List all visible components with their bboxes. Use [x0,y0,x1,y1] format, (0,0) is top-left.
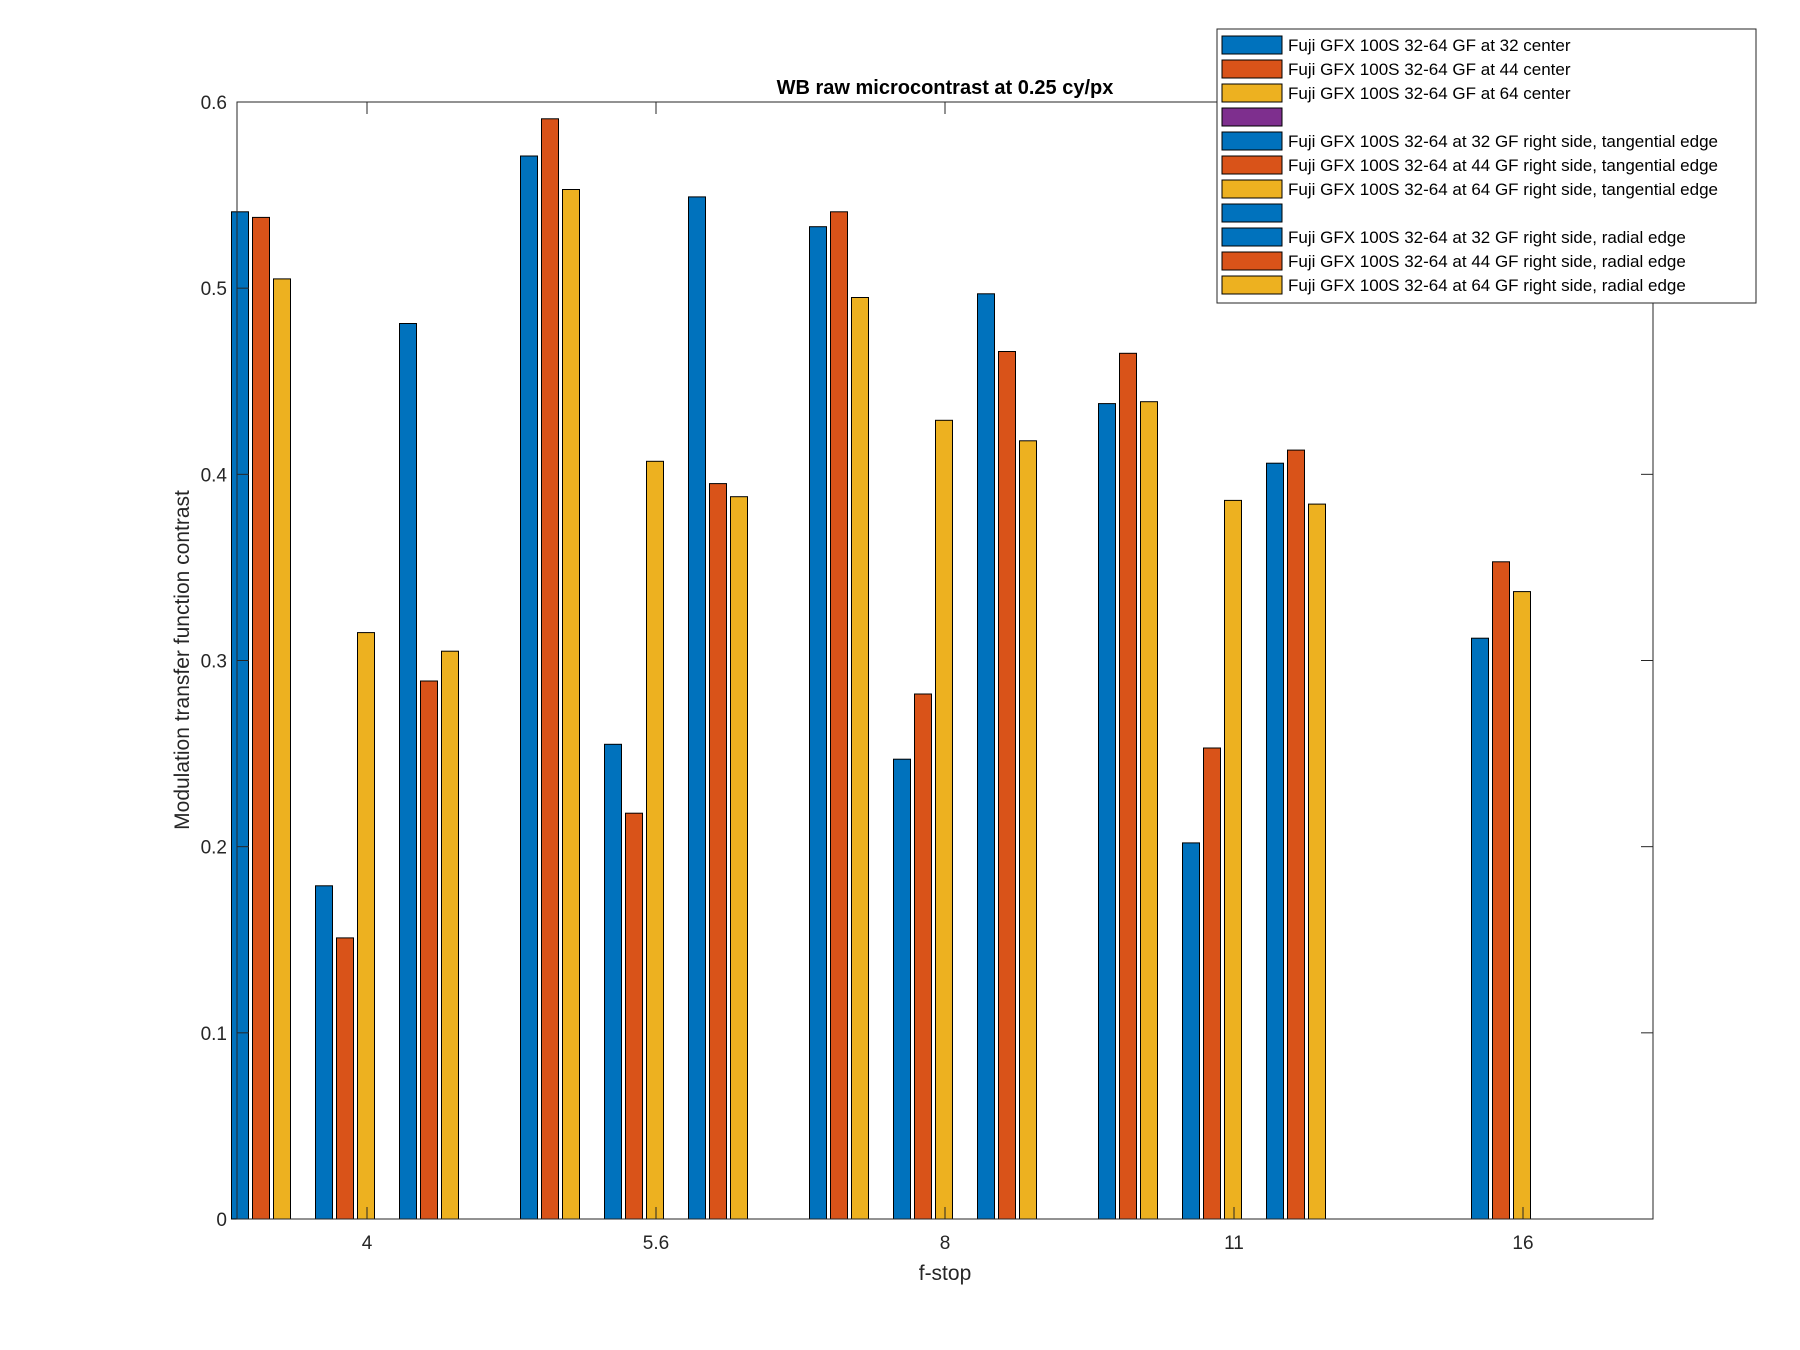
bar-radial-s1-c0 [420,680,438,1220]
legend-swatch [1221,251,1283,271]
y-tick-label: 0.1 [201,1024,227,1045]
bar-center-s1-c0 [252,216,270,1220]
bars-layer [231,118,1531,1220]
legend-label: Fuji GFX 100S 32-64 at 32 GF right side,… [1288,132,1718,151]
y-tick-label: 0.5 [201,279,227,300]
bar-tangential-s2-c3 [1224,499,1242,1220]
bar-tangential-s2-c2 [935,419,953,1220]
bar-tangential-s0-c1 [604,743,622,1220]
bar-radial-s1-c1 [709,483,727,1220]
bar-center-s1-c3 [1119,352,1137,1220]
bar-radial-s1-c3 [1287,449,1305,1220]
legend-swatch [1221,59,1283,79]
y-tick-label: 0.2 [201,838,227,859]
legend-swatch [1221,179,1283,199]
x-tick-label: 11 [1224,1233,1244,1254]
legend-label: Fuji GFX 100S 32-64 at 32 GF right side,… [1288,228,1686,247]
bar-radial-s1-c2 [998,351,1016,1220]
bar-center-s1-c2 [830,211,848,1220]
bar-center-s2-c2 [851,297,869,1220]
bar-center-s2-c3 [1140,401,1158,1220]
bar-radial-s0-c0 [399,323,417,1220]
bar-center-s0-c0 [231,211,249,1220]
bar-tangential-s0-c2 [893,758,911,1220]
legend-swatch [1221,131,1283,151]
bar-tangential-s1-c0 [336,937,354,1220]
bar-center-s0-c2 [809,226,827,1220]
bar-tangential-s1-c4 [1492,561,1510,1220]
bar-center-s1-c1 [541,118,559,1220]
legend-label: Fuji GFX 100S 32-64 GF at 32 center [1288,36,1571,55]
bar-radial-s2-c1 [730,496,748,1220]
bar-center-s0-c3 [1098,403,1116,1220]
x-tick-label: 8 [940,1233,951,1254]
x-tick-label: 5.6 [643,1233,669,1254]
bar-center-s0-c1 [520,155,538,1220]
x-tick-label: 16 [1512,1233,1533,1254]
chart-title: WB raw microcontrast at 0.25 cy/px [777,77,1114,99]
bar-tangential-s0-c0 [315,885,333,1220]
bar-tangential-s2-c1 [646,460,664,1220]
x-axis-title: f-stop [919,1262,972,1285]
bar-tangential-s1-c2 [914,693,932,1220]
y-tick-label: 0.3 [201,652,227,673]
legend-label: Fuji GFX 100S 32-64 at 44 GF right side,… [1288,252,1686,271]
legend-label: Fuji GFX 100S 32-64 at 64 GF right side,… [1288,276,1686,295]
legend-swatch [1221,155,1283,175]
legend-swatch [1221,203,1283,223]
legend-label: Fuji GFX 100S 32-64 at 64 GF right side,… [1288,180,1718,199]
bar-tangential-s2-c4 [1513,591,1531,1220]
bar-tangential-s1-c1 [625,812,643,1220]
bar-tangential-s0-c3 [1182,842,1200,1220]
legend-box [1216,28,1757,304]
legend-label: Fuji GFX 100S 32-64 at 44 GF right side,… [1288,156,1718,175]
legend-swatch [1221,107,1283,127]
bar-center-s2-c1 [562,189,580,1220]
y-axis-title: Modulation transfer function contrast [171,490,194,830]
legend-label: Fuji GFX 100S 32-64 GF at 64 center [1288,84,1571,103]
bar-center-s2-c0 [273,278,291,1220]
legend-swatch [1221,275,1283,295]
y-tick-label: 0 [216,1210,227,1231]
bar-tangential-s2-c0 [357,632,375,1220]
legend-swatch [1221,227,1283,247]
y-tick-label: 0.6 [201,93,227,114]
y-tick-label: 0.4 [201,465,228,486]
legend-label: Fuji GFX 100S 32-64 GF at 44 center [1288,60,1571,79]
bar-radial-s0-c1 [688,196,706,1220]
x-tick-label: 4 [362,1233,373,1254]
legend-swatch [1221,35,1283,55]
axes-layer: 0 0.1 0.2 0.3 0.4 0.5 0.6 4 5.6 8 11 16 [201,93,1654,1254]
bar-radial-s0-c2 [977,293,995,1220]
legend-swatch [1221,83,1283,103]
bar-radial-s2-c2 [1019,440,1037,1220]
bar-radial-s2-c0 [441,650,459,1220]
bar-radial-s2-c3 [1308,503,1326,1220]
bar-tangential-s0-c4 [1471,637,1489,1220]
legend: Fuji GFX 100S 32-64 GF at 32 center Fuji … [1216,28,1757,304]
bar-tangential-s1-c3 [1203,747,1221,1220]
bar-radial-s0-c3 [1266,462,1284,1220]
